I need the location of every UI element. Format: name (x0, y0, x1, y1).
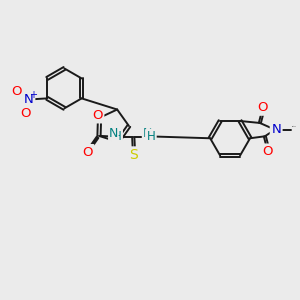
Text: N: N (24, 93, 34, 106)
Text: methyl: methyl (292, 126, 297, 127)
Text: H: H (113, 130, 122, 143)
Text: O: O (92, 109, 103, 122)
Text: +: + (29, 90, 37, 100)
Text: S: S (130, 148, 138, 162)
Text: O: O (20, 106, 31, 119)
Text: H: H (146, 130, 155, 143)
Text: O: O (11, 85, 22, 98)
Text: O: O (258, 101, 268, 114)
Text: N: N (109, 128, 118, 140)
Text: N: N (142, 128, 152, 140)
Text: O: O (82, 146, 93, 159)
Text: O: O (262, 145, 273, 158)
Text: N: N (271, 123, 281, 136)
